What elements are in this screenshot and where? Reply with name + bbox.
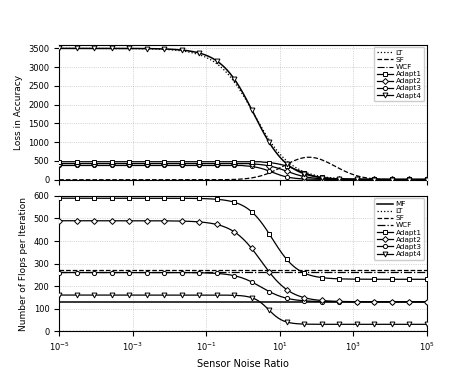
Y-axis label: Loss in Accuracy: Loss in Accuracy [14,75,23,150]
Legend: LT, SF, WCF, Adapt1, Adapt2, Adapt3, Adapt4: LT, SF, WCF, Adapt1, Adapt2, Adapt3, Ada… [374,47,424,102]
Y-axis label: Number of Flops per Iteration: Number of Flops per Iteration [19,196,28,331]
X-axis label: Sensor Noise Ratio: Sensor Noise Ratio [197,359,289,369]
Legend: MF, LT, SF, WCF, Adapt1, Adapt2, Adapt3, Adapt4: MF, LT, SF, WCF, Adapt1, Adapt2, Adapt3,… [374,198,424,260]
